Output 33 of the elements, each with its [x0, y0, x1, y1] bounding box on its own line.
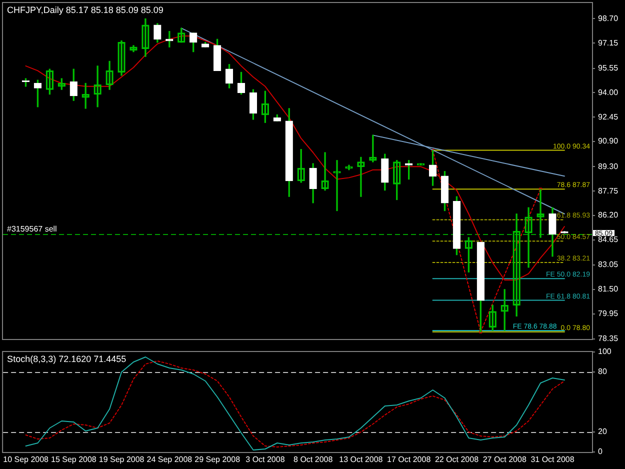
y-tick-label: 84.65 — [598, 235, 619, 244]
y-tick-label: 95.55 — [598, 64, 619, 73]
y-tick-label: 100 — [598, 347, 612, 356]
y-tick-label: 78.35 — [598, 334, 619, 344]
x-tick-label: 27 Oct 2008 — [482, 455, 527, 464]
y-tick-label: 90.90 — [598, 136, 619, 146]
y-tick-label: 92.45 — [598, 112, 619, 122]
y-tick-label: 79.95 — [598, 309, 619, 318]
x-tick-label: 29 Sep 2008 — [194, 455, 241, 464]
y-tick-label: 87.75 — [598, 186, 619, 196]
x-tick-label: 19 Sep 2008 — [98, 455, 145, 464]
y-tick-label: 98.70 — [598, 14, 619, 23]
x-tick-label: 10 Sep 2008 — [3, 455, 50, 464]
ref-line-label: #3159567 sell — [7, 224, 58, 234]
y-tick-label: 0 — [598, 447, 603, 456]
x-tick-label: 22 Oct 2008 — [434, 455, 480, 464]
y-tick-label: 80 — [598, 367, 608, 376]
chart-title: Stoch(8,3,3) 72.1620 71.4455 — [7, 354, 126, 364]
x-tick-label: 13 Oct 2008 — [339, 455, 384, 464]
y-tick-label: 86.20 — [598, 210, 619, 220]
y-tick-label: 83.05 — [598, 260, 619, 270]
x-tick-label: 3 Oct 2008 — [246, 455, 286, 464]
x-tick-label: 31 Oct 2008 — [530, 455, 575, 464]
x-tick-label: 8 Oct 2008 — [294, 455, 334, 464]
y-tick-label: 97.15 — [598, 38, 619, 48]
x-tick-label: 24 Sep 2008 — [146, 455, 193, 464]
chart-title: CHFJPY,Daily 85.17 85.18 85.09 85.09 — [7, 4, 164, 15]
y-tick-label: 81.50 — [598, 284, 619, 294]
y-tick-label: 94.00 — [598, 88, 619, 97]
y-tick-label: 20 — [598, 427, 608, 436]
x-tick-label: 15 Sep 2008 — [50, 455, 97, 464]
y-tick-label: 89.30 — [598, 162, 619, 171]
x-tick-label: 17 Oct 2008 — [387, 455, 432, 464]
